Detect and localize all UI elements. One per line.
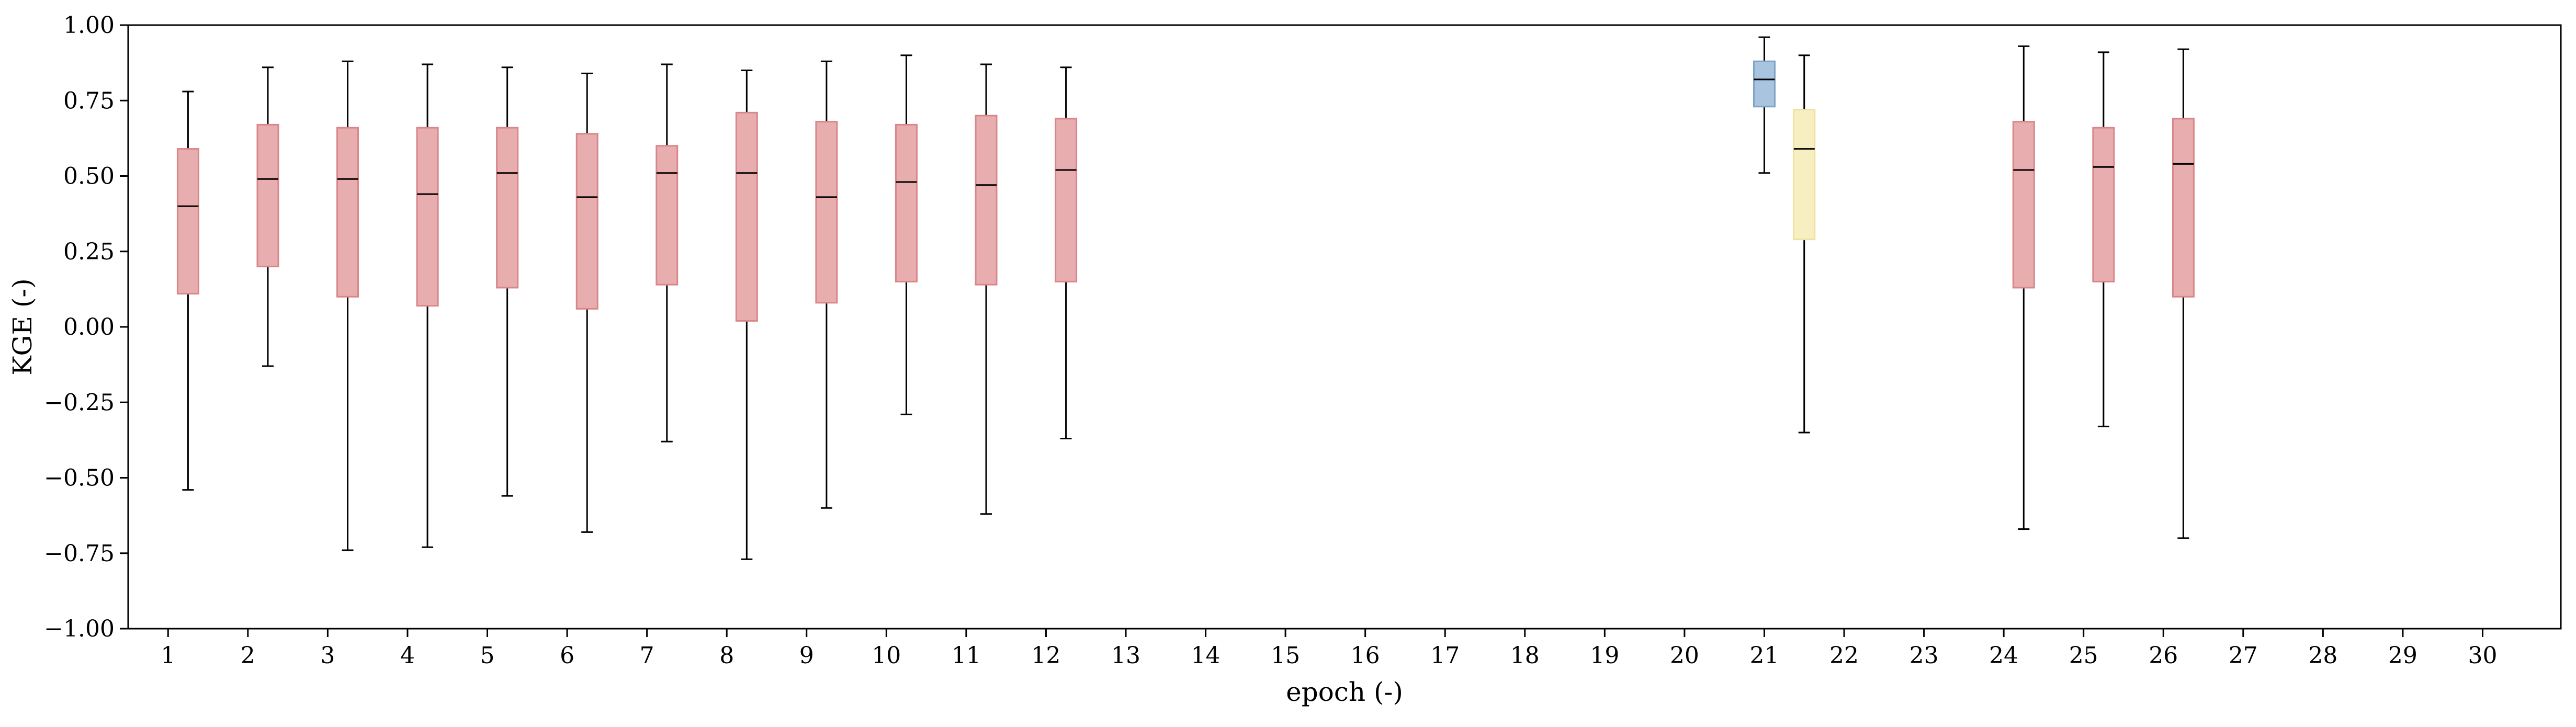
x-tick-label: 21: [1749, 642, 1779, 669]
box-iqr: [1753, 60, 1776, 108]
y-tick-label: −0.25: [44, 389, 115, 416]
box-plot: [895, 54, 918, 415]
box-plot: [735, 70, 758, 560]
box-plot: [975, 63, 998, 515]
y-axis-label: KGE (-): [7, 278, 38, 376]
x-tick-label: 11: [952, 642, 981, 669]
x-tick-label: 15: [1271, 642, 1300, 669]
box-plot: [336, 60, 359, 551]
box-iqr: [815, 121, 838, 304]
x-tick-label: 20: [1670, 642, 1699, 669]
x-tick-label: 12: [1031, 642, 1060, 669]
x-tick-label: 18: [1510, 642, 1540, 669]
plot-area: [176, 36, 2195, 560]
x-axis-label: epoch (-): [1286, 677, 1403, 707]
box-plot: [1055, 66, 1078, 439]
x-tick-label: 8: [719, 642, 734, 669]
box-iqr: [256, 123, 279, 268]
box-iqr: [336, 127, 359, 298]
box-iqr: [496, 127, 519, 289]
y-axis-ticks: −1.00 −0.75 −0.50 −0.25 0.00 0.25 0.50 0.75 1.00: [44, 12, 128, 642]
x-tick-label: 28: [2308, 642, 2337, 669]
box-iqr: [975, 115, 998, 286]
box-plot: [2172, 48, 2195, 539]
x-tick-label: 6: [560, 642, 574, 669]
x-tick-label: 5: [480, 642, 495, 669]
box-plot: [815, 60, 838, 509]
box-iqr: [416, 127, 439, 307]
x-tick-label: 19: [1590, 642, 1619, 669]
x-tick-label: 1: [161, 642, 175, 669]
x-tick-label: 4: [400, 642, 415, 669]
x-tick-label: 17: [1430, 642, 1460, 669]
y-tick-label: 0.50: [63, 163, 115, 190]
x-tick-label: 27: [2229, 642, 2258, 669]
box-plot: [176, 90, 199, 491]
y-tick-label: 0.00: [63, 314, 115, 340]
box-plot: [2092, 51, 2115, 427]
x-tick-label: 29: [2388, 642, 2417, 669]
x-tick-label: 23: [1910, 642, 1939, 669]
box-iqr: [2092, 127, 2115, 282]
x-tick-label: 22: [1829, 642, 1859, 669]
y-tick-label: −0.50: [44, 465, 115, 492]
box-iqr: [1793, 109, 1816, 241]
box-plot: [416, 63, 439, 548]
x-tick-label: 2: [241, 642, 255, 669]
x-tick-label: 30: [2468, 642, 2497, 669]
box-iqr: [895, 123, 918, 282]
x-tick-label: 24: [1989, 642, 2018, 669]
y-tick-label: 0.25: [63, 238, 115, 265]
x-tick-label: 9: [799, 642, 814, 669]
box-plot: [1753, 36, 1776, 174]
x-tick-label: 10: [872, 642, 901, 669]
x-tick-label: 7: [640, 642, 654, 669]
x-tick-label: 16: [1351, 642, 1380, 669]
box-iqr: [656, 145, 679, 286]
box-iqr: [2012, 121, 2035, 289]
box-plot: [2012, 45, 2035, 530]
box-iqr: [735, 111, 758, 322]
box-iqr: [575, 133, 598, 310]
x-tick-label: 13: [1111, 642, 1140, 669]
y-tick-label: −0.75: [44, 540, 115, 567]
y-tick-label: 1.00: [63, 12, 115, 39]
x-tick-label: 14: [1191, 642, 1221, 669]
x-axis-ticks: 1 2 3 4 5 6 7 8 9 10 11 12 13 14 15 16 17 18 19 20 21 22 23 24 2…: [161, 629, 2497, 669]
box-plot: [575, 72, 598, 533]
y-tick-label: 0.75: [63, 87, 115, 114]
x-tick-label: 3: [320, 642, 335, 669]
box-iqr: [2172, 118, 2195, 298]
x-tick-label: 25: [2069, 642, 2098, 669]
y-tick-label: −1.00: [44, 616, 115, 642]
box-iqr: [176, 148, 199, 295]
x-tick-label: 26: [2149, 642, 2178, 669]
box-plot: [256, 66, 279, 367]
box-iqr: [1055, 118, 1078, 282]
box-plot: [1793, 54, 1816, 434]
box-plot: [496, 66, 519, 497]
box-plot: [656, 63, 679, 442]
plot-frame: [127, 24, 2562, 630]
